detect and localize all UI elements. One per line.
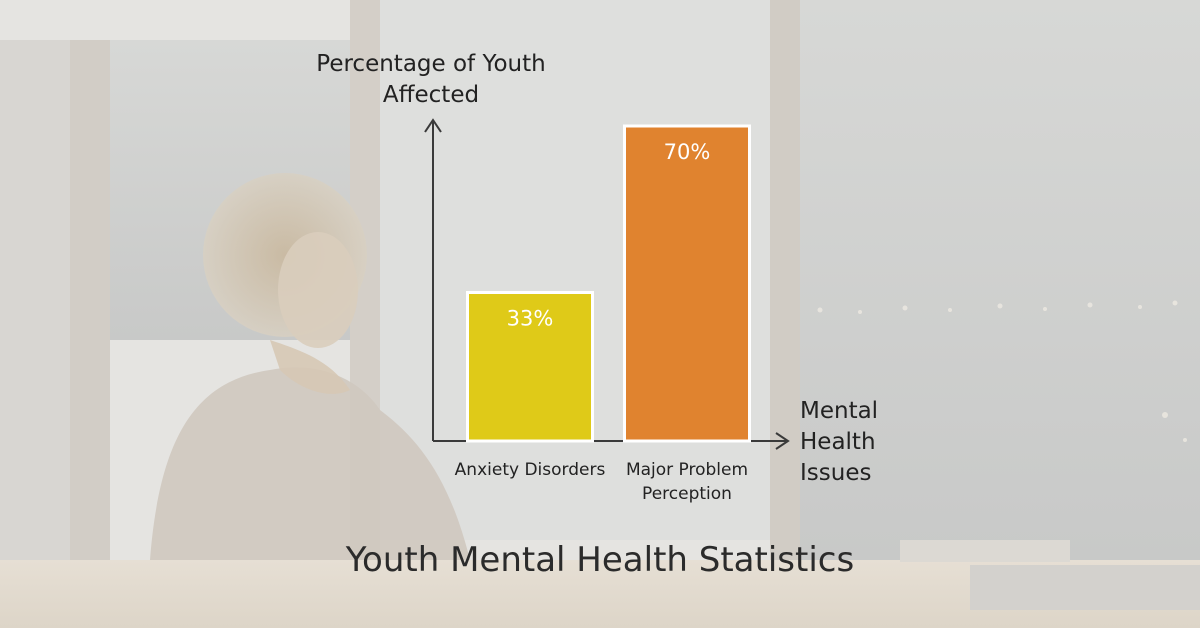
x-axis-title: Mental Health Issues xyxy=(800,398,879,486)
bar-value-label-anxiety-disorders: 33% xyxy=(507,307,554,331)
bar-major-problem-perception xyxy=(623,124,751,443)
x-tick-label-major-problem-perception: Major Problem Perception xyxy=(625,460,749,504)
y-axis-arrowhead xyxy=(424,118,442,133)
bar-anxiety-disorders xyxy=(466,291,594,443)
x-tick-label-anxiety-disorders: Anxiety Disorders xyxy=(454,460,606,480)
x-axis-arrowhead xyxy=(775,432,790,450)
bar-value-label-major-problem-perception: 70% xyxy=(664,140,711,164)
y-axis-title: Percentage of Youth Affected xyxy=(316,51,546,108)
page-title: Youth Mental Health Statistics xyxy=(345,540,855,580)
